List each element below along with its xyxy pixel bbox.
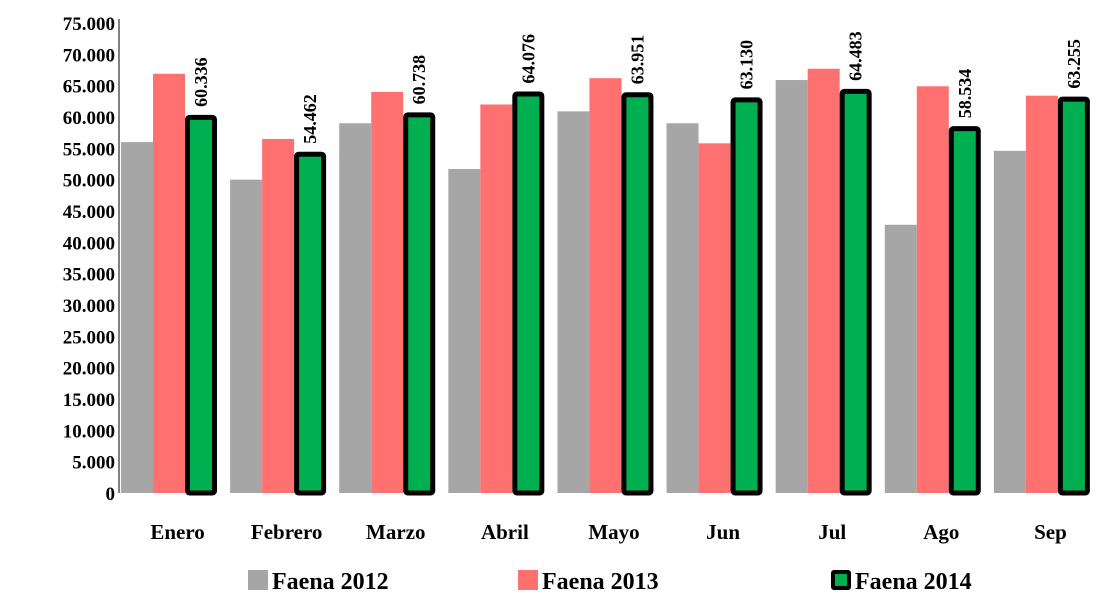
bar-faena-2014-marzo [403,112,436,496]
data-label: 63.130 [737,40,757,90]
y-tick-label: 20.000 [63,359,115,380]
bar-faena-2012-jun [666,123,699,494]
x-tick-label: Jun [706,520,740,544]
legend: Faena 2012 Faena 2013 Faena 2014 [248,569,972,595]
legend-label: Faena 2014 [855,569,972,595]
data-label: 63.255 [1064,39,1084,89]
bar-faena-2013-jul [807,68,840,493]
bar-faena-2013-mayo [589,78,622,493]
legend-swatch [831,570,851,590]
bar-faena-2013-jun [698,143,731,493]
y-tick-label: 55.000 [63,139,115,160]
bar-faena-2013-febrero [262,138,295,493]
bar-faena-2014-jun [730,97,763,496]
bars-group [121,68,1090,496]
legend-swatch [248,570,268,590]
y-tick-label: 0 [106,484,116,505]
y-tick-label: 35.000 [63,265,115,286]
bar-faena-2014-abril [512,91,545,496]
data-label: 54.462 [300,94,320,144]
bar-faena-2013-sep [1025,95,1058,494]
y-tick-label: 50.000 [63,171,115,192]
y-tick-label: 65.000 [63,77,115,98]
data-label: 64.076 [518,34,538,84]
data-label: 64.483 [846,31,866,81]
data-label: 63.951 [627,35,647,85]
y-tick-label: 10.000 [63,421,115,442]
labels-group: 60.336 Enero 54.462 Febrero 60.738 Marzo 64.07… [150,31,1084,544]
y-tick-label: 15.000 [63,390,115,411]
bar-faena-2012-sep [993,150,1026,493]
bar-faena-2014-enero [185,114,217,496]
axis-group: 0 5.000 10.000 15.000 20.000 25.000 30.000 35.0… [63,14,120,505]
bar-faena-2014-mayo [621,92,654,496]
x-tick-label: Febrero [251,520,323,544]
y-tick-label: 40.000 [63,233,115,254]
legend-label: Faena 2013 [542,569,659,595]
bar-faena-2012-mayo [557,111,590,494]
bar-faena-2012-marzo [339,123,372,494]
x-tick-label: Sep [1034,520,1067,544]
legend-label: Faena 2012 [272,569,389,595]
bar-faena-2013-enero [153,73,185,493]
x-tick-label: Ago [923,520,959,544]
y-tick-label: 70.000 [63,45,115,66]
bar-faena-2012-ago [884,224,917,493]
y-tick-label: 30.000 [63,296,115,317]
y-tick-label: 45.000 [63,202,115,223]
bar-faena-2012-abril [448,169,481,493]
x-tick-label: Marzo [366,520,425,544]
bar-faena-2014-febrero [294,151,327,496]
x-tick-label: Jul [818,520,846,544]
y-tick-label: 5.000 [72,453,115,474]
x-tick-label: Mayo [588,520,639,544]
legend-swatch [518,570,538,590]
data-label: 60.738 [409,55,429,105]
bar-faena-2014-sep [1057,96,1090,496]
y-tick-label: 25.000 [63,327,115,348]
bar-faena-2012-jul [775,80,808,493]
x-tick-label: Abril [481,520,529,544]
bar-faena-2014-ago [948,126,981,496]
bar-faena-2012-enero [121,142,153,494]
bar-faena-2012-febrero [230,179,263,493]
bar-faena-2014-jul [839,88,872,496]
y-tick-label: 75.000 [63,14,115,35]
bar-faena-2013-marzo [371,91,404,493]
bar-faena-2013-abril [480,104,513,493]
bar-faena-2013-ago [916,86,949,493]
data-label: 58.534 [955,69,975,119]
x-tick-label: Enero [150,520,204,544]
data-label: 60.336 [191,57,211,107]
y-tick-label: 60.000 [63,108,115,129]
